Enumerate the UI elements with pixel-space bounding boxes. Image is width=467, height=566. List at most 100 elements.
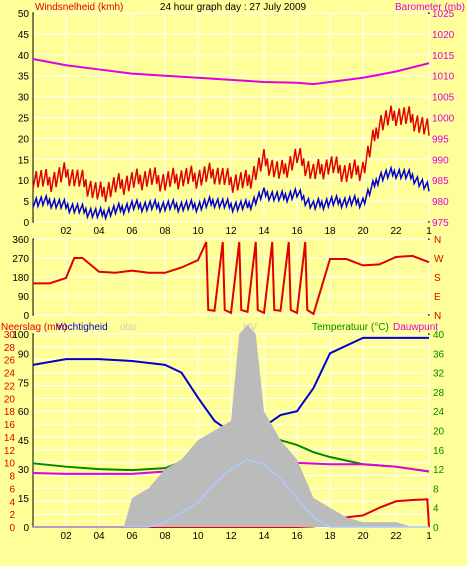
x-tick-label: 12 [225,226,237,237]
x-tick-label: 06 [126,226,138,237]
x-tick-label: 14 [258,226,270,237]
y-tick-label-humidity: 15 [18,494,30,505]
y-tick-label-rain: 16 [4,420,16,431]
y2-tick-label: 980 [432,197,449,208]
y-tick-label: 270 [12,254,29,265]
x-tick-label: 20 [357,531,369,542]
x-tick-label: 22 [390,531,402,542]
x-tick-label: 08 [159,226,171,237]
y-tick-label-rain: 28 [4,343,16,354]
dewpoint-label: Dauwpunt [393,322,438,333]
y-tick-label: 30 [18,93,30,104]
series-line-barometer [32,57,430,86]
y2-tick-label: 1025 [432,9,455,20]
x-tick-label: 18 [324,226,336,237]
y2-tick-label: 1020 [432,30,455,41]
y-tick-label-rain: 6 [9,484,15,495]
y-tick-label: 5 [23,197,29,208]
y-tick-label-humidity: 100 [12,330,29,341]
y-tick-label: 35 [18,72,30,83]
y-tick-label-rain: 30 [4,330,16,341]
series-line-windstoot [32,105,430,203]
y-tick-label-rain: 18 [4,407,16,418]
x-tick-label: 1 [426,226,432,237]
y2-tick-label: 12 [433,465,445,476]
x-tick-label: 10 [192,531,204,542]
y2-tick-label: 1000 [432,114,455,125]
y-axis-label: Windsnelheid (kmh) [35,2,123,13]
y-tick-label-humidity: 60 [18,407,30,418]
y-tick-label-rain: 26 [4,356,16,367]
y2-tick-label: 36 [433,349,445,360]
y-axis-label-humidity: Vochtigheid [56,322,108,333]
y-tick-label: 0 [23,218,29,229]
y-tick-label-rain: 8 [9,472,15,483]
compass-label: S [434,273,441,284]
y2-tick-label: 990 [432,155,449,166]
y2-tick-label: 1005 [432,93,455,104]
y-tick-label-humidity: 90 [18,349,30,360]
y2-tick-label: 20 [433,427,445,438]
y-tick-label: 10 [18,176,30,187]
y-tick-label-rain: 12 [4,446,16,457]
y2-tick-label: 995 [432,134,449,145]
x-tick-label: 10 [192,226,204,237]
compass-label: N [434,311,441,322]
x-tick-label: 12 [225,531,237,542]
y2-tick-label: 16 [433,446,445,457]
y2-tick-label: 975 [432,218,449,229]
y-tick-label-humidity: 45 [18,436,30,447]
x-tick-label: 04 [93,226,105,237]
compass-label: E [434,292,441,303]
y2-tick-label: 4 [433,504,439,515]
x-tick-label: 22 [390,226,402,237]
y-tick-label: 25 [18,114,30,125]
y-tick-label: 90 [18,292,30,303]
y2-tick-label: 985 [432,176,449,187]
series-line-windsnelheid [32,165,430,222]
y-tick-label-rain: 0 [9,523,15,534]
x-tick-label: 1 [426,531,432,542]
x-tick-label: 14 [258,531,270,542]
y2-tick-label: 40 [433,330,445,341]
y-tick-label-humidity: 0 [23,523,29,534]
y-tick-label: 50 [18,9,30,20]
y-tick-label: 180 [12,273,29,284]
y-tick-label-rain: 24 [4,369,16,380]
y-tick-label: 15 [18,155,30,166]
y-tick-label-rain: 22 [4,381,16,392]
y-tick-label: 40 [18,51,30,62]
y-tick-label-humidity: 75 [18,378,30,389]
x-tick-label: 16 [291,531,303,542]
series-line-uv [33,458,429,528]
chart-title: 24 hour graph day : 27 July 2009 [160,2,307,13]
x-tick-label: 02 [60,226,72,237]
y2-axis-label: Barometer (mb) [395,2,465,13]
x-tick-label: 08 [159,531,171,542]
y-tick-label-rain: 2 [9,510,15,521]
y-tick-label-rain: 20 [4,394,16,405]
y2-tick-label: 24 [433,407,445,418]
y-tick-label: 360 [12,235,29,246]
x-tick-label: 16 [291,226,303,237]
y-tick-label-rain: 10 [4,459,16,470]
y2-tick-label: 1010 [432,72,455,83]
x-tick-label: 20 [357,226,369,237]
y-tick-label: 45 [18,30,30,41]
y2-tick-label: 32 [433,369,445,380]
series-area-solar [33,324,429,527]
y-tick-label-rain: 14 [4,433,16,444]
y2-tick-label: 28 [433,388,445,399]
x-tick-label: 04 [93,531,105,542]
y2-tick-label: 1015 [432,51,455,62]
y-tick-label-humidity: 30 [18,465,30,476]
y-tick-label: 0 [23,311,29,322]
compass-label: W [434,254,444,265]
x-tick-label: 02 [60,531,72,542]
y-tick-label-rain: 4 [9,497,15,508]
y2-tick-label: 8 [433,484,439,495]
y2-tick-label: 0 [433,523,439,534]
faint-label-solar: olar [120,322,137,333]
x-tick-label: 18 [324,531,336,542]
y-axis-label-rain: Neerslag (mm) [1,322,67,333]
